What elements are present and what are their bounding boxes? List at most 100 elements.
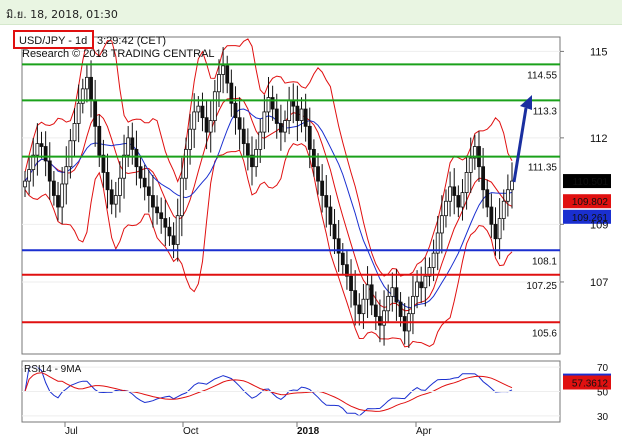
candle-body	[47, 160, 52, 182]
candle-body	[221, 65, 226, 75]
candle-body	[134, 148, 139, 168]
level-label: 113.3	[533, 106, 558, 117]
candle-body	[415, 281, 419, 297]
candle-body	[398, 301, 403, 317]
candle-body	[501, 200, 506, 219]
candle-body	[452, 186, 457, 196]
candle-body	[31, 154, 36, 170]
symbol-label: USD/JPY - 1d	[19, 35, 87, 47]
candle-body	[497, 218, 502, 240]
candle-body	[340, 252, 345, 266]
candle-body	[64, 166, 69, 185]
y-tick-label: 107	[590, 277, 608, 289]
candle-body	[299, 108, 304, 121]
candle-body	[357, 304, 362, 315]
candle-body	[332, 223, 337, 240]
candle-body	[122, 154, 126, 179]
candle-body	[68, 140, 73, 168]
candle-body	[307, 125, 312, 150]
time-label: 3:29:42 (CET)	[97, 35, 166, 47]
candle-body	[283, 120, 287, 133]
candle-body	[200, 105, 205, 119]
candle-body	[274, 108, 279, 124]
candle-body	[101, 154, 106, 173]
rsi-line	[24, 366, 513, 417]
value-tag-label: 110.501	[573, 177, 609, 188]
candle-body	[295, 105, 300, 121]
candle-body	[328, 206, 333, 225]
candle-body	[345, 264, 349, 277]
candle-body	[113, 195, 118, 205]
candle-body	[411, 295, 415, 315]
candle-body	[155, 206, 159, 214]
level-label: 114.55	[527, 70, 557, 81]
candle-body	[419, 281, 424, 289]
lower-band	[24, 142, 513, 348]
candle-body	[472, 146, 477, 159]
candle-body	[262, 111, 267, 133]
candle-body	[378, 316, 382, 326]
candle-body	[159, 212, 164, 219]
value-tag-label: 109.802	[572, 197, 609, 208]
level-label: 105.6	[532, 328, 557, 339]
candle-body	[105, 172, 110, 191]
y-tick-label: 109	[590, 219, 608, 231]
candle-body	[353, 290, 358, 306]
candle-body	[208, 120, 213, 133]
top-date-bar: มิ.ย. 18, 2018, 01:30	[0, 0, 622, 25]
candle-body	[254, 148, 259, 168]
candle-body	[188, 128, 192, 150]
candle-body	[373, 304, 378, 317]
candle-body	[485, 189, 490, 208]
candle-body	[439, 215, 444, 234]
candle-body	[427, 267, 432, 277]
candle-body	[402, 316, 407, 332]
main-panel-frame	[21, 36, 561, 355]
candle-body	[386, 295, 391, 312]
candle-body	[85, 76, 89, 90]
candle-body	[72, 123, 77, 142]
candle-body	[324, 195, 329, 208]
candle-body	[212, 91, 217, 121]
candle-body	[448, 186, 452, 202]
rsi-tick-label: 70	[597, 363, 609, 374]
candle-body	[258, 131, 263, 150]
middle-band	[24, 97, 513, 312]
candle-body	[237, 117, 242, 130]
candle-body	[316, 166, 320, 182]
candle-body	[468, 157, 473, 173]
symbol-box	[13, 30, 94, 49]
candle-body	[171, 235, 176, 245]
candle-body	[130, 137, 135, 150]
candle-body	[510, 180, 514, 191]
candle-body	[93, 100, 98, 127]
candle-body	[89, 76, 93, 101]
x-tick-label: 2018	[297, 426, 320, 437]
candle-body	[80, 88, 85, 104]
candle-body	[390, 287, 395, 297]
x-tick-label: Apr	[416, 426, 432, 437]
candle-body	[303, 108, 308, 127]
rsi-value-tag-label: 57.3612	[572, 379, 609, 390]
candle-body	[365, 284, 370, 300]
candle-body	[225, 65, 230, 84]
candle-body	[97, 125, 102, 156]
candle-body	[109, 189, 114, 205]
candle-body	[233, 102, 238, 119]
candle-body	[196, 105, 201, 113]
candle-body	[464, 172, 469, 194]
y-tick-label: 115	[590, 46, 608, 58]
rsi-tick-label: 30	[597, 412, 609, 423]
candle-body	[481, 166, 486, 191]
candle-body	[287, 100, 292, 121]
candle-body	[369, 284, 374, 306]
candle-body	[361, 298, 366, 315]
x-tick-label: Jul	[65, 426, 78, 437]
candle-body	[192, 111, 197, 130]
x-tick-label: Oct	[183, 426, 199, 437]
candle-body	[435, 232, 440, 254]
candle-body	[245, 143, 250, 156]
candle-body	[138, 166, 143, 179]
candle-body	[320, 180, 325, 196]
